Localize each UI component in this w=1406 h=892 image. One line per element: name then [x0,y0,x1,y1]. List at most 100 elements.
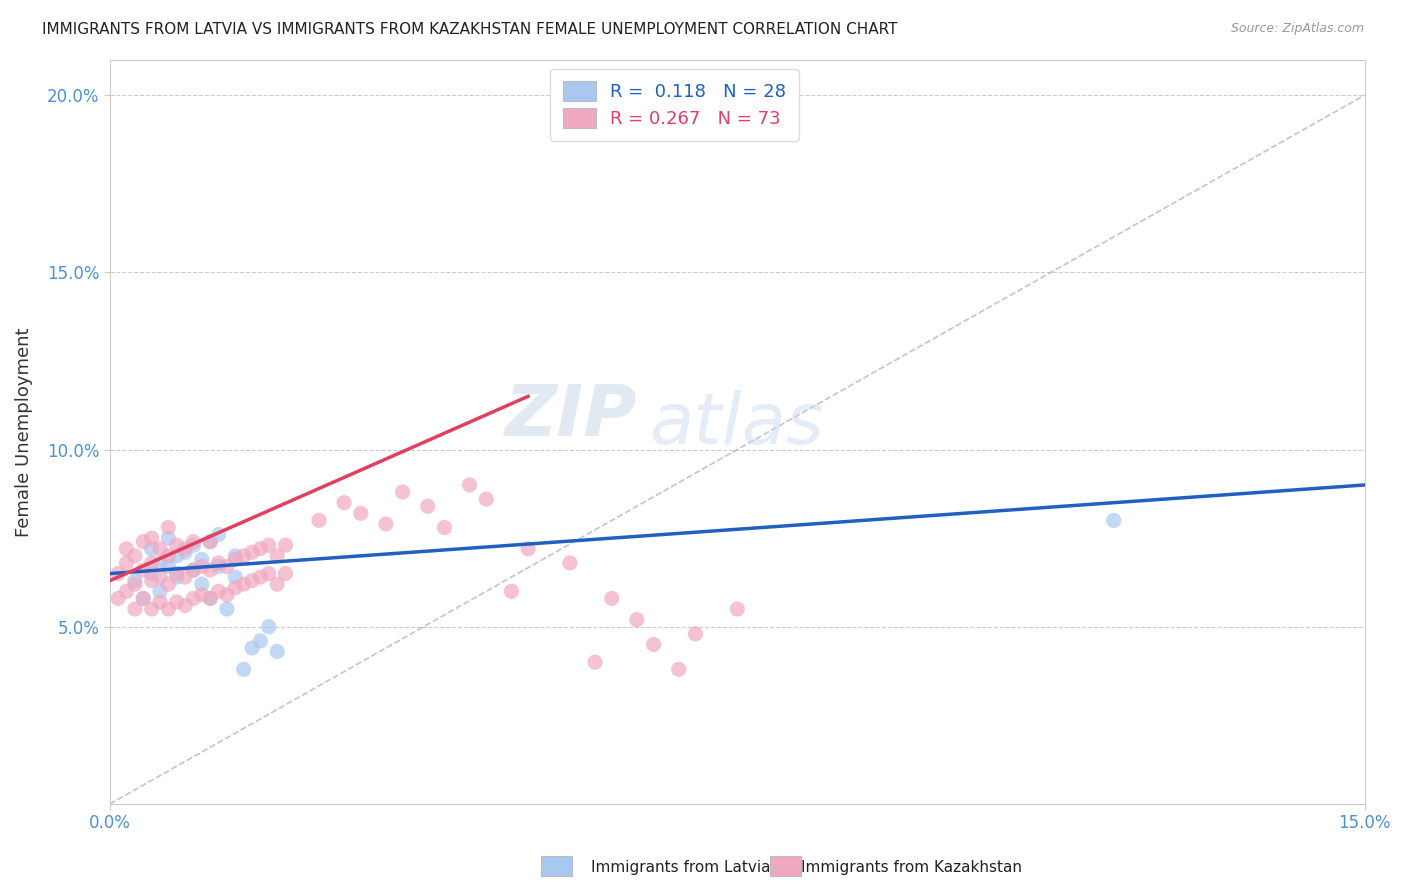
Point [391,485,413,500]
Point [174,545,197,559]
Point [183,563,205,577]
Point [215,602,238,616]
Point [166,549,188,563]
Point [200,534,222,549]
Point [191,577,214,591]
Point [157,602,180,616]
Point [501,584,523,599]
Point [115,541,138,556]
Point [517,541,540,556]
Point [433,520,456,534]
Point [240,574,263,588]
Point [224,581,246,595]
Point [232,549,254,563]
Point [174,570,197,584]
Point [558,556,581,570]
Point [240,545,263,559]
Y-axis label: Female Unemployment: Female Unemployment [15,327,32,537]
Point [215,559,238,574]
Point [249,570,271,584]
Point [333,496,356,510]
Point [132,591,155,606]
Point [183,591,205,606]
Point [207,584,229,599]
Point [207,527,229,541]
Point [626,613,648,627]
Point [124,577,146,591]
Point [308,513,330,527]
Point [200,563,222,577]
Point [166,595,188,609]
Point [583,655,606,669]
Point [232,662,254,676]
Point [141,531,163,545]
Point [141,574,163,588]
Point [475,492,498,507]
Point [174,599,197,613]
Point [668,662,690,676]
Point [725,602,748,616]
Point [232,577,254,591]
Point [132,534,155,549]
Text: IMMIGRANTS FROM LATVIA VS IMMIGRANTS FROM KAZAKHSTAN FEMALE UNEMPLOYMENT CORRELA: IMMIGRANTS FROM LATVIA VS IMMIGRANTS FRO… [42,22,897,37]
Point [157,577,180,591]
Point [174,541,197,556]
Point [191,588,214,602]
Point [107,591,129,606]
Point [257,620,280,634]
Point [107,566,129,581]
Point [207,556,229,570]
Point [416,500,439,514]
Point [157,531,180,545]
Point [200,534,222,549]
Point [183,534,205,549]
Point [157,559,180,574]
Point [149,584,172,599]
Point [166,566,188,581]
Point [224,552,246,566]
Point [207,559,229,574]
Point [266,549,288,563]
Point [200,591,222,606]
Point [274,538,297,552]
Point [643,638,665,652]
Point [240,640,263,655]
Point [350,506,373,520]
Text: Immigrants from Kazakhstan: Immigrants from Kazakhstan [801,860,1022,874]
Point [149,556,172,570]
Point [149,595,172,609]
Point [141,566,163,581]
Point [115,556,138,570]
Point [266,644,288,658]
Point [183,538,205,552]
Point [141,541,163,556]
Point [215,588,238,602]
Point [149,570,172,584]
Point [124,602,146,616]
Point [157,520,180,534]
Point [249,541,271,556]
Point [224,549,246,563]
Point [200,591,222,606]
Text: ZIP: ZIP [505,383,637,451]
Point [224,570,246,584]
Point [132,563,155,577]
Point [266,577,288,591]
Point [257,566,280,581]
Point [257,538,280,552]
Point [124,549,146,563]
Point [274,566,297,581]
Point [249,634,271,648]
Text: atlas: atlas [650,390,824,458]
Legend: R =  0.118   N = 28, R = 0.267   N = 73: R = 0.118 N = 28, R = 0.267 N = 73 [550,69,799,141]
Point [191,559,214,574]
Point [141,556,163,570]
Point [374,516,396,531]
Point [191,552,214,566]
Text: Source: ZipAtlas.com: Source: ZipAtlas.com [1230,22,1364,36]
Point [183,563,205,577]
Text: Immigrants from Latvia: Immigrants from Latvia [591,860,770,874]
Point [685,627,707,641]
Point [600,591,623,606]
Point [124,574,146,588]
